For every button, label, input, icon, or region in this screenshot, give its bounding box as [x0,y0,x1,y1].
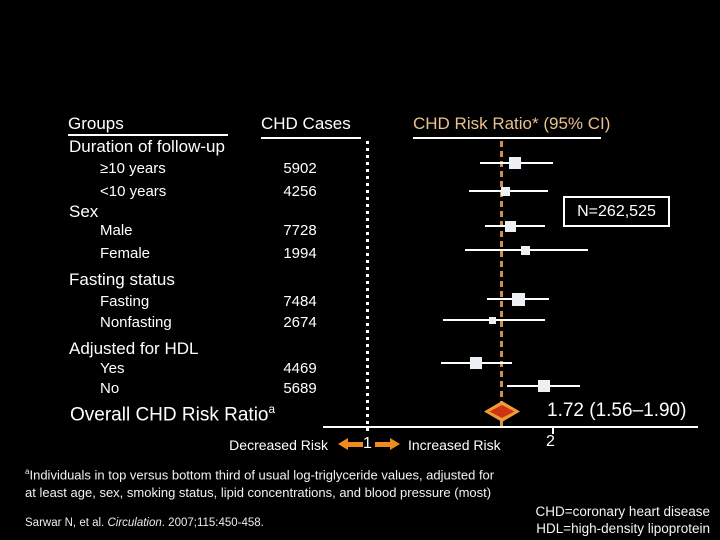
point-estimate-square [509,157,521,169]
point-estimate-square [521,246,530,255]
reference-line-rr1 [366,141,369,433]
row-label: ≥10 years [100,160,166,177]
citation-authors: Sarwar N, et al. [25,517,108,529]
arrow-left-head [338,438,348,450]
decreased-risk-arrow-icon [338,438,363,450]
groups-header-underline [68,134,228,136]
row-label: No [100,380,120,397]
group-section-header: Adjusted for HDL [69,339,199,358]
point-estimate-square [489,317,496,324]
x-axis-line [323,426,698,428]
footnote: aIndividuals in top versus bottom third … [25,463,541,502]
group-section-header: Fasting status [69,270,175,289]
x-axis-label-2: 2 [546,433,555,450]
point-estimate-square [505,221,516,232]
group-section-header: Sex [69,202,99,221]
citation-journal: Circulation [107,517,162,529]
abbrev-hdl: HDL=high-density lipoprotein [536,521,710,536]
abbreviation-key: CHD=coronary heart disease HDL=high-dens… [536,503,710,537]
increased-risk-label: Increased Risk [408,437,501,453]
row-label: Nonfasting [100,314,172,331]
point-estimate-square [501,187,510,196]
overall-risk-ratio-label: Overall CHD Risk Ratioa [70,403,275,426]
row-label: Yes [100,360,125,377]
row-cases-value: 5689 [283,380,317,397]
decreased-risk-label: Decreased Risk [229,437,328,453]
column-header-groups: Groups [68,114,124,133]
overall-estimate-line [500,141,503,426]
arrow-right-shaft [375,441,390,447]
point-estimate-square [538,380,550,392]
footnote-line1: Individuals in top versus bottom third o… [29,467,495,483]
footnote-superscript: a [25,467,30,476]
risk-ratio-header-underline [413,137,601,139]
row-cases-value: 5902 [283,160,317,177]
row-cases-value: 1994 [283,245,317,262]
citation-details: . 2007;115:450-458. [161,517,264,529]
row-label: Female [100,245,151,262]
point-estimate-square [470,357,482,369]
arrow-right-head [390,438,400,450]
abbrev-chd: CHD=coronary heart disease [535,504,710,519]
chd-cases-header-underline [261,137,361,139]
citation: Sarwar N, et al. Circulation. 2007;115:4… [25,517,264,529]
overall-label-superscript: a [268,403,276,416]
row-label: Male [100,222,133,239]
n-total-badge: N=262,525 [563,196,670,227]
row-label: <10 years [100,183,167,200]
row-cases-value: 7484 [283,293,317,310]
overall-diamond-marker [484,401,520,422]
row-cases-value: 2674 [283,314,317,331]
column-header-chd-cases: CHD Cases [261,114,351,133]
overall-label-text: Overall CHD Risk Ratio [70,404,269,426]
x-axis-label-1: 1 [363,435,372,452]
point-estimate-square [512,293,525,306]
x-axis-tick-2 [552,428,554,434]
row-label: Fasting [100,293,150,310]
increased-risk-arrow-icon [375,438,400,450]
footnote-line2: at least age, sex, smoking status, lipid… [25,485,492,501]
row-cases-value: 7728 [283,222,317,239]
row-cases-value: 4256 [283,183,317,200]
row-cases-value: 4469 [283,360,317,377]
column-header-risk-ratio: CHD Risk Ratio* (95% CI) [413,114,611,133]
arrow-left-shaft [348,441,363,447]
overall-risk-ratio-value: 1.72 (1.56–1.90) [547,400,687,421]
group-section-header: Duration of follow-up [69,137,225,156]
